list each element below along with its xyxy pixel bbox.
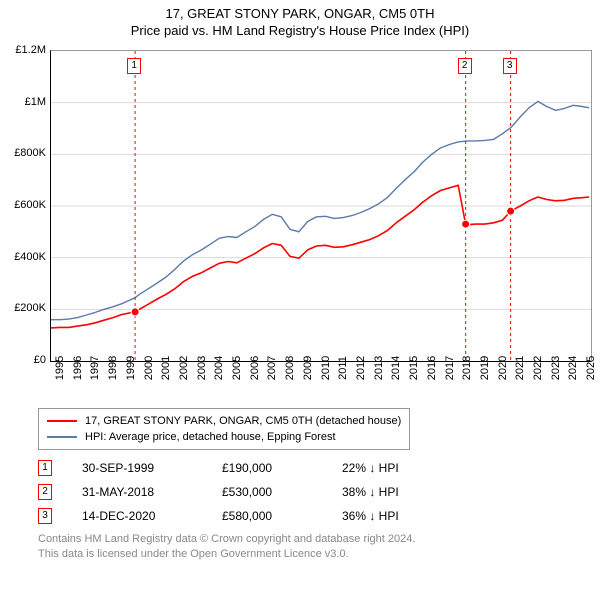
- x-tick-label: 2004: [213, 356, 225, 380]
- x-tick-label: 2014: [390, 356, 402, 380]
- x-tick-label: 1996: [72, 356, 84, 380]
- x-tick-label: 2019: [479, 356, 491, 380]
- event-marker-box: 3: [38, 508, 52, 524]
- x-tick-label: 2009: [302, 356, 314, 380]
- x-tick-label: 2008: [284, 356, 296, 380]
- footer-attribution: Contains HM Land Registry data © Crown c…: [38, 532, 600, 562]
- x-tick-label: 2017: [444, 356, 456, 380]
- y-tick-label: £1M: [25, 96, 46, 108]
- x-tick-label: 2020: [497, 356, 509, 380]
- x-tick-label: 2024: [567, 356, 579, 380]
- event-delta: 38% ↓ HPI: [342, 485, 432, 499]
- x-tick-label: 1995: [54, 356, 66, 380]
- footer-line1: Contains HM Land Registry data © Crown c…: [38, 532, 600, 547]
- x-tick-label: 2011: [337, 356, 349, 380]
- x-tick-label: 2021: [514, 356, 526, 380]
- chart-marker-box: 1: [127, 58, 141, 74]
- event-price: £530,000: [222, 485, 312, 499]
- plot-svg: [51, 51, 591, 361]
- x-tick-label: 2012: [355, 356, 367, 380]
- event-date: 30-SEP-1999: [82, 461, 192, 475]
- legend-swatch: [47, 420, 77, 422]
- x-tick-label: 2003: [196, 356, 208, 380]
- event-delta: 22% ↓ HPI: [342, 461, 432, 475]
- x-tick-label: 2023: [550, 356, 562, 380]
- x-tick-label: 2006: [249, 356, 261, 380]
- x-tick-label: 2015: [408, 356, 420, 380]
- legend-label: HPI: Average price, detached house, Eppi…: [85, 429, 336, 445]
- x-tick-label: 2025: [585, 356, 597, 380]
- chart-marker-box: 3: [503, 58, 517, 74]
- title-address: 17, GREAT STONY PARK, ONGAR, CM5 0TH: [0, 6, 600, 21]
- legend-row: 17, GREAT STONY PARK, ONGAR, CM5 0TH (de…: [47, 413, 401, 429]
- x-tick-label: 2001: [160, 356, 172, 380]
- title-subtitle: Price paid vs. HM Land Registry's House …: [0, 23, 600, 38]
- x-tick-label: 1997: [89, 356, 101, 380]
- event-date: 31-MAY-2018: [82, 485, 192, 499]
- x-tick-label: 2007: [266, 356, 278, 380]
- chart-marker-box: 2: [458, 58, 472, 74]
- chart-area: £0 £200K £400K £600K £800K £1M £1.2M 1995 1996 19…: [0, 42, 600, 402]
- event-row: 3 14-DEC-2020 £580,000 36% ↓ HPI: [38, 508, 600, 524]
- y-tick-label: £800K: [14, 147, 46, 159]
- event-row: 2 31-MAY-2018 £530,000 38% ↓ HPI: [38, 484, 600, 500]
- events-table: 1 30-SEP-1999 £190,000 22% ↓ HPI 2 31-MAY-201…: [38, 460, 600, 524]
- x-tick-label: 1999: [125, 356, 137, 380]
- y-tick-label: £400K: [14, 251, 46, 263]
- chart-container: 17, GREAT STONY PARK, ONGAR, CM5 0TH Pri…: [0, 0, 600, 562]
- x-tick-label: 2000: [143, 356, 155, 380]
- event-price: £190,000: [222, 461, 312, 475]
- legend: 17, GREAT STONY PARK, ONGAR, CM5 0TH (de…: [38, 408, 410, 450]
- y-tick-label: £200K: [14, 302, 46, 314]
- y-tick-label: £600K: [14, 199, 46, 211]
- legend-swatch: [47, 436, 77, 438]
- x-tick-label: 2013: [373, 356, 385, 380]
- x-tick-label: 2018: [461, 356, 473, 380]
- event-delta: 36% ↓ HPI: [342, 509, 432, 523]
- x-tick-label: 1998: [107, 356, 119, 380]
- plot-region: [50, 50, 592, 362]
- y-tick-label: £0: [34, 354, 46, 366]
- x-tick-label: 2010: [320, 356, 332, 380]
- event-marker-box: 2: [38, 484, 52, 500]
- title-block: 17, GREAT STONY PARK, ONGAR, CM5 0TH Pri…: [0, 0, 600, 42]
- y-tick-label: £1.2M: [15, 44, 46, 56]
- footer-line2: This data is licensed under the Open Gov…: [38, 547, 600, 562]
- event-date: 14-DEC-2020: [82, 509, 192, 523]
- x-tick-label: 2002: [178, 356, 190, 380]
- event-price: £580,000: [222, 509, 312, 523]
- x-tick-label: 2022: [532, 356, 544, 380]
- x-tick-label: 2005: [231, 356, 243, 380]
- event-marker-box: 1: [38, 460, 52, 476]
- x-tick-label: 2016: [426, 356, 438, 380]
- event-row: 1 30-SEP-1999 £190,000 22% ↓ HPI: [38, 460, 600, 476]
- legend-label: 17, GREAT STONY PARK, ONGAR, CM5 0TH (de…: [85, 413, 401, 429]
- legend-row: HPI: Average price, detached house, Eppi…: [47, 429, 401, 445]
